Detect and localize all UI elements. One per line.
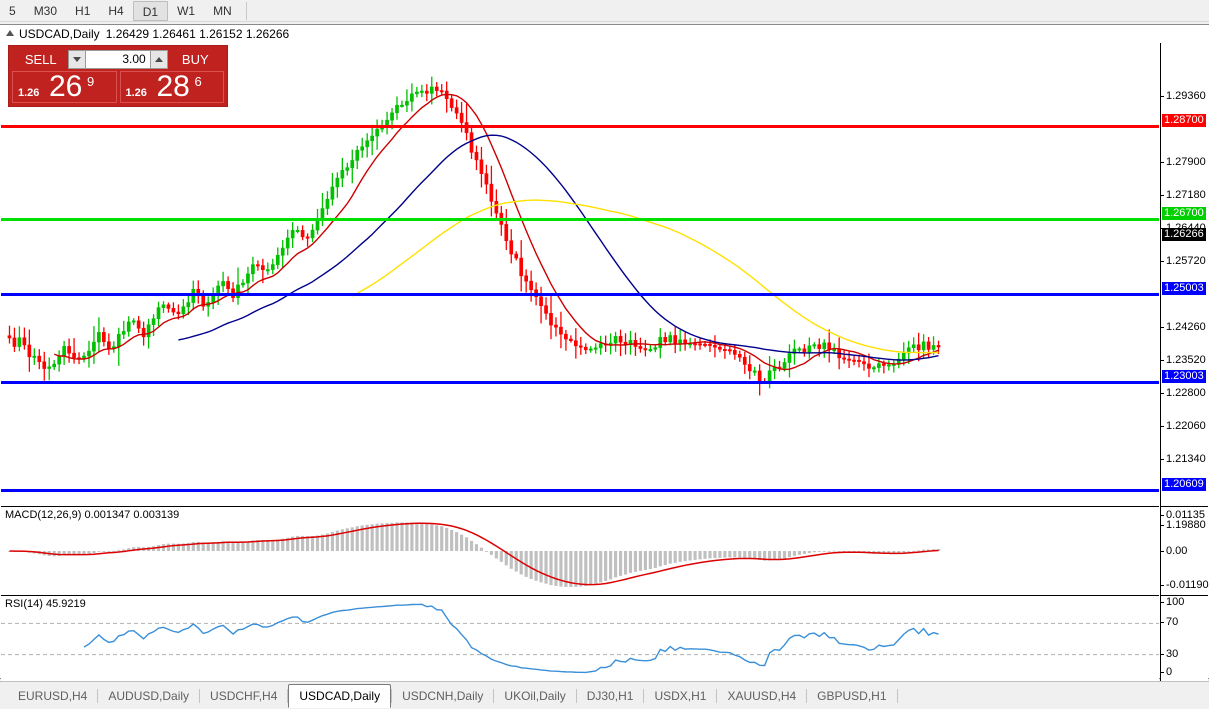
chart-tab-usdcnh[interactable]: USDCNH,Daily: [402, 688, 484, 703]
chart-tab-usdx[interactable]: USDX,H1: [654, 688, 707, 703]
timeframe-toolbar: 5 M30 H1 H4 D1 W1 MN: [0, 0, 1209, 22]
chart-tab-dj30[interactable]: DJ30,H1: [586, 688, 634, 703]
moving-average-slow: [351, 199, 939, 354]
rsi-axis: 100 70 30 0: [1160, 595, 1208, 681]
rsi-indicator-panel[interactable]: RSI(14) 45.9219: [1, 595, 1159, 681]
price-level-label-blue[interactable]: 1.25003: [1162, 282, 1206, 295]
tab-separator: [493, 688, 495, 703]
tab-separator: [199, 688, 201, 703]
resistance-1.28700[interactable]: [1, 125, 1159, 128]
macd-series: [7, 522, 941, 587]
chart-tab-audusd[interactable]: AUDUSD,Daily: [108, 688, 190, 703]
price-level-label-black[interactable]: 1.26266: [1162, 228, 1206, 241]
rsi-label: RSI(14) 45.9219: [5, 598, 86, 610]
tab-separator: [97, 688, 99, 703]
tab-separator: [287, 688, 289, 703]
timeframe-button-5[interactable]: 5: [9, 4, 16, 18]
price-tick: 1.23520: [1161, 354, 1206, 366]
buy-price-fraction: 6: [194, 74, 202, 89]
tab-separator: [643, 688, 645, 703]
price-level-label-red[interactable]: 1.28700: [1162, 114, 1206, 127]
price-tick: 1.22060: [1161, 420, 1206, 432]
chart-tab-strip: EURUSD,H4 AUDUSD,Daily USDCHF,H4 USDCAD,Dai…: [0, 681, 1209, 709]
macd-tick: -0.011904: [1161, 580, 1209, 591]
resistance-1.26700[interactable]: [1, 218, 1159, 221]
volume-increase-button[interactable]: [149, 50, 168, 69]
price-axis[interactable]: 1.293601.279001.271801.264401.257201.242…: [1160, 43, 1208, 681]
price-level-label-blue[interactable]: 1.23003: [1162, 370, 1206, 383]
tab-separator: [575, 688, 577, 703]
chevron-down-icon: [73, 57, 82, 62]
rsi-tick: 100: [1160, 596, 1185, 608]
macd-label: MACD(12,26,9) 0.001347 0.003139: [5, 509, 180, 521]
chart-tab-gbpusd[interactable]: GBPUSD,H1: [817, 688, 887, 703]
price-tick: 1.25720: [1161, 255, 1206, 267]
trade-panel-top-row: SELL 3.00 BUY: [9, 46, 227, 70]
buy-price-main: 28: [156, 70, 190, 103]
timeframe-button-h1[interactable]: H1: [75, 4, 91, 18]
buy-button[interactable]: BUY: [181, 51, 209, 67]
macd-signal-line: [9, 522, 939, 586]
price-tick: 1.27180: [1161, 189, 1206, 201]
chart-tab-xauusd[interactable]: XAUUSD,H4: [727, 688, 797, 703]
sell-price-fraction: 9: [87, 74, 95, 89]
chart-tab-usdchf[interactable]: USDCHF,H4: [210, 688, 278, 703]
chart-tab-ukoil[interactable]: UKOil,Daily: [504, 688, 566, 703]
price-tick: 1.24260: [1161, 321, 1206, 333]
price-level-label-blue[interactable]: 1.20609: [1162, 478, 1206, 491]
timeframe-button-h4[interactable]: H4: [108, 4, 124, 18]
chart-title-bar: USDCAD,Daily 1.26429 1.26461 1.26152 1.26…: [0, 25, 1209, 43]
price-tick: 1.21340: [1161, 453, 1206, 465]
tab-separator: [806, 688, 808, 703]
rsi-tick: 0: [1160, 666, 1173, 678]
chart-tab-eurusd[interactable]: EURUSD,H4: [18, 688, 88, 703]
buy-price-prefix: 1.26: [125, 87, 147, 99]
trade-panel-quotes: 1.26 26 9 1.26 28 6: [9, 70, 227, 106]
chart-window: USDCAD,Daily 1.26429 1.26461 1.26152 1.26…: [0, 24, 1209, 698]
support-1.23003[interactable]: [1, 381, 1159, 384]
macd-indicator-panel[interactable]: MACD(12,26,9) 0.001347 0.003139: [1, 506, 1159, 594]
rsi-line: [83, 603, 939, 674]
sell-button[interactable]: SELL: [24, 51, 57, 67]
price-tick: 1.19880: [1161, 519, 1206, 531]
support-1.20609[interactable]: [1, 489, 1159, 492]
price-tick: 1.29360: [1161, 90, 1206, 102]
macd-axis: 0.01135 0.00 -0.011904: [1160, 506, 1209, 594]
one-click-trading-panel: SELL 3.00 BUY 1.26 26 9 1.26 28 6: [8, 45, 228, 107]
sell-price-quote[interactable]: 1.26 26 9: [12, 70, 117, 103]
timeframe-button-w1[interactable]: W1: [177, 4, 196, 18]
moving-average-fast: [53, 93, 939, 371]
timeframe-button-d1[interactable]: D1: [132, 1, 169, 21]
chart-symbol-label: USDCAD,Daily: [19, 27, 100, 41]
sell-price-main: 26: [49, 70, 83, 103]
chart-tab-usdcad[interactable]: USDCAD,Daily: [288, 683, 392, 708]
timeframe-button-mn[interactable]: MN: [213, 4, 232, 18]
tab-separator: [391, 688, 393, 703]
price-tick: 1.27900: [1161, 156, 1206, 168]
moving-average-medium: [178, 134, 939, 361]
chart-ohlc-values: 1.26429 1.26461 1.26152 1.26266: [105, 27, 290, 41]
tab-separator: [716, 688, 718, 703]
volume-input[interactable]: 3.00: [86, 50, 150, 69]
toolbar-separator: [245, 2, 247, 20]
sell-price-prefix: 1.26: [18, 87, 40, 99]
volume-decrease-button[interactable]: [68, 50, 87, 69]
price-tick: 1.22800: [1161, 387, 1206, 399]
macd-tick: 0.00: [1160, 545, 1188, 557]
rsi-series: [1, 603, 1159, 674]
rsi-tick: 30: [1160, 648, 1179, 660]
buy-price-quote[interactable]: 1.26 28 6: [119, 70, 224, 103]
timeframe-items: 5 M30 H1 H4 D1 W1 MN: [0, 0, 1209, 22]
rsi-tick: 70: [1160, 616, 1179, 628]
collapse-triangle-icon[interactable]: [6, 30, 14, 36]
candlestick-series: [7, 76, 941, 396]
price-plot-area[interactable]: [1, 43, 1159, 502]
support-1.25003[interactable]: [1, 293, 1159, 296]
macd-tick: 0.01135: [1161, 509, 1205, 521]
tab-separator: [896, 688, 898, 703]
timeframe-button-m30[interactable]: M30: [33, 4, 58, 18]
price-level-label-green[interactable]: 1.26700: [1162, 207, 1206, 220]
chevron-up-icon: [154, 57, 163, 62]
